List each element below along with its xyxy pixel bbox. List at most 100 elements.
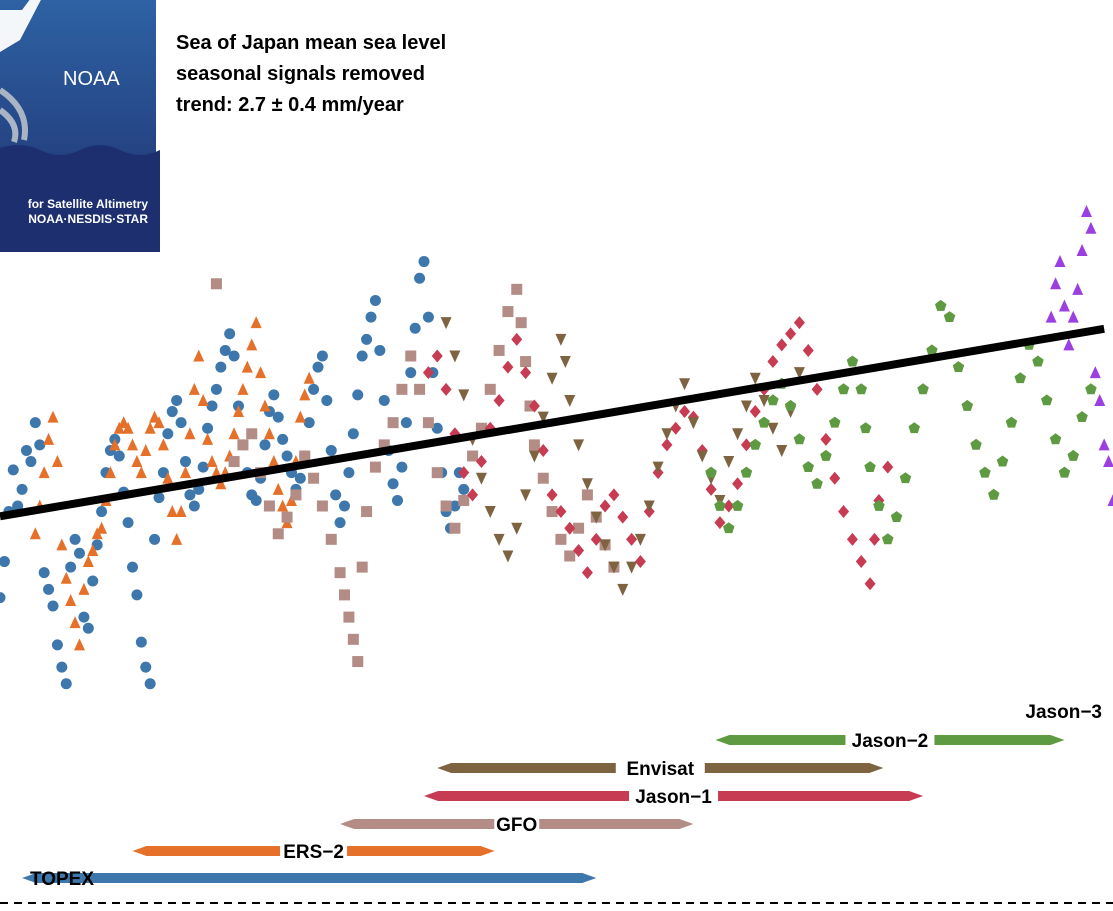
topex-point: [419, 256, 430, 267]
topex-point: [30, 417, 41, 428]
ers-2-point: [48, 411, 59, 423]
jason-3-point: [1085, 222, 1096, 234]
jason-1-point: [838, 505, 849, 518]
topex-point: [21, 445, 32, 456]
title-line-3: trend: 2.7 ± 0.4 mm/year: [176, 90, 596, 121]
topex-point: [17, 484, 28, 495]
jason-1-point: [617, 511, 628, 524]
ers-2-point: [180, 466, 191, 478]
envisat-point: [767, 423, 778, 435]
topex-point: [131, 589, 142, 600]
topex-point: [357, 351, 368, 362]
jason-2-point: [723, 522, 735, 533]
topex-point: [215, 362, 226, 373]
topex-point: [405, 367, 416, 378]
gfo-point: [335, 567, 346, 578]
jason-3-point: [1055, 255, 1066, 267]
topex-point: [352, 389, 363, 400]
envisat-point: [776, 445, 787, 457]
ers-2-point: [127, 438, 138, 450]
ers-2-point: [189, 383, 200, 395]
jason-2-point: [705, 467, 717, 478]
jason-2-point: [785, 400, 797, 411]
gfo-point: [529, 439, 540, 450]
topex-point: [326, 445, 337, 456]
jason-2-point: [794, 433, 806, 444]
logo-caption-line2: NOAA·NESDIS·STAR: [28, 212, 148, 226]
ers-2-point: [43, 433, 54, 445]
ers-2-point: [295, 411, 306, 423]
gfo-point: [494, 345, 505, 356]
jason-2-point: [864, 461, 876, 472]
topex-point: [61, 678, 72, 689]
gfo-point: [564, 551, 575, 562]
jason-1-point: [706, 483, 717, 496]
ers-2-point: [61, 572, 72, 584]
jason-2-point: [847, 356, 859, 367]
jason-2-point: [811, 478, 823, 489]
envisat-point: [732, 428, 743, 440]
topex-point: [127, 562, 138, 573]
envisat-point: [741, 401, 752, 413]
topex-point: [145, 678, 156, 689]
topex-point: [34, 439, 45, 450]
jason-1-point: [865, 577, 876, 590]
gfo-point: [432, 467, 443, 478]
topex-point: [343, 467, 354, 478]
topex-point: [140, 662, 151, 673]
jason-3-point: [1059, 300, 1070, 312]
ers-2-point: [65, 594, 76, 606]
topex-point: [39, 567, 50, 578]
jason-2-point: [732, 500, 744, 511]
jason-1-point: [820, 433, 831, 446]
noaa-logo: NOAA for Satellite Altimetry NOAA·NESDIS…: [0, 0, 160, 252]
gfo-point: [237, 439, 248, 450]
jason-2-point: [1085, 383, 1097, 394]
ers-2-point: [56, 538, 67, 550]
topex-point: [74, 548, 85, 559]
title-line-2: seasonal signals removed: [176, 59, 596, 90]
topex-point: [370, 295, 381, 306]
jason-3-point: [1081, 205, 1092, 217]
topex-point: [65, 562, 76, 573]
trend-line-group: [0, 329, 1104, 517]
envisat-point: [458, 389, 469, 401]
topex-point: [56, 662, 67, 673]
jason-3-label: Jason−3: [1025, 702, 1102, 723]
jason-3-point: [1090, 366, 1101, 378]
ers-2-point: [184, 427, 195, 439]
topex-point: [339, 501, 350, 512]
jason-2-point: [935, 300, 947, 311]
topex-point: [78, 612, 89, 623]
topex-point: [123, 517, 134, 528]
topex-point: [277, 434, 288, 445]
topex-point: [25, 456, 36, 467]
gfo-point: [211, 278, 222, 289]
envisat-point: [759, 395, 770, 407]
envisat-point: [502, 551, 513, 563]
jason-1-point: [679, 405, 690, 418]
jason-1-point: [847, 533, 858, 546]
topex-point: [374, 345, 385, 356]
topex-point: [414, 273, 425, 284]
jason-2-point: [900, 472, 912, 483]
gfo-point: [538, 473, 549, 484]
topex-point: [198, 462, 209, 473]
gfo-point: [458, 495, 469, 506]
envisat-point: [485, 506, 496, 518]
topex-point: [361, 334, 372, 345]
jason-1-point: [767, 355, 778, 368]
ers-2-point: [39, 466, 50, 478]
topex-point: [268, 389, 279, 400]
topex-point: [224, 328, 235, 339]
jason-1-point: [732, 477, 743, 490]
jason-2-point: [997, 456, 1009, 467]
topex-point: [295, 473, 306, 484]
topex-point: [348, 428, 359, 439]
envisat-point: [564, 395, 575, 407]
jason-3-point: [1077, 244, 1088, 256]
ers-2-point: [207, 455, 218, 467]
jason-2-point: [970, 439, 982, 450]
jason-2-point: [882, 533, 894, 544]
gfo-point: [485, 384, 496, 395]
